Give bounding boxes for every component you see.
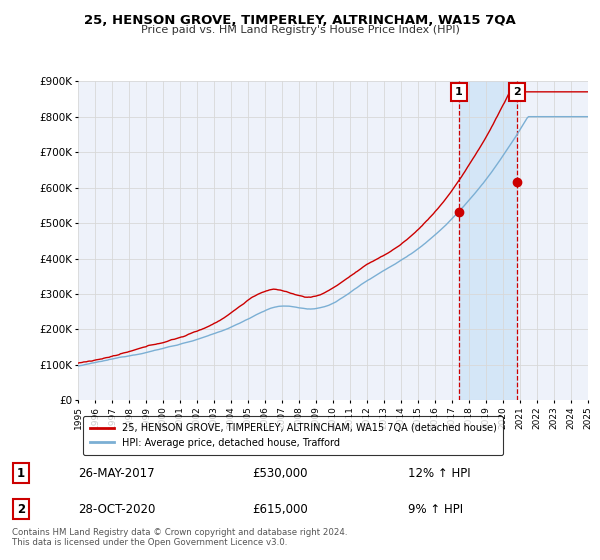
Text: 12% ↑ HPI: 12% ↑ HPI — [408, 467, 470, 480]
Text: £530,000: £530,000 — [252, 467, 308, 480]
Text: 26-MAY-2017: 26-MAY-2017 — [78, 467, 155, 480]
Text: 28-OCT-2020: 28-OCT-2020 — [78, 503, 155, 516]
Text: £615,000: £615,000 — [252, 503, 308, 516]
Legend: 25, HENSON GROVE, TIMPERLEY, ALTRINCHAM, WA15 7QA (detached house), HPI: Average: 25, HENSON GROVE, TIMPERLEY, ALTRINCHAM,… — [83, 416, 503, 455]
Text: Price paid vs. HM Land Registry's House Price Index (HPI): Price paid vs. HM Land Registry's House … — [140, 25, 460, 35]
Text: 2: 2 — [513, 87, 521, 97]
Text: 1: 1 — [455, 87, 463, 97]
Text: 9% ↑ HPI: 9% ↑ HPI — [408, 503, 463, 516]
Text: 25, HENSON GROVE, TIMPERLEY, ALTRINCHAM, WA15 7QA: 25, HENSON GROVE, TIMPERLEY, ALTRINCHAM,… — [84, 14, 516, 27]
Text: 1: 1 — [17, 467, 25, 480]
Text: 2: 2 — [17, 503, 25, 516]
Text: Contains HM Land Registry data © Crown copyright and database right 2024.
This d: Contains HM Land Registry data © Crown c… — [12, 528, 347, 547]
Bar — [459, 81, 517, 400]
